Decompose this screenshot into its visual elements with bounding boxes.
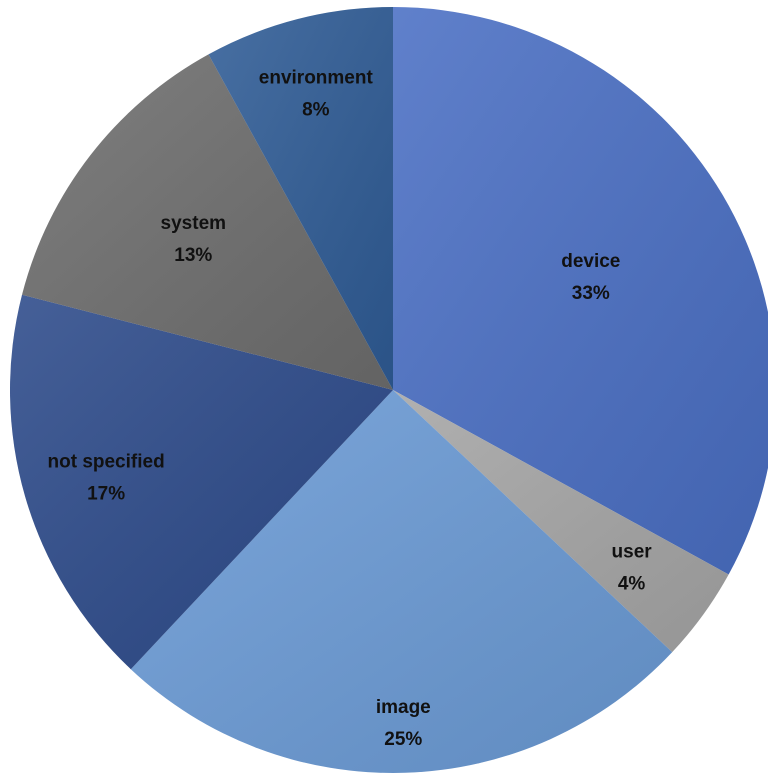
slice-percent-label: 4% (618, 573, 646, 594)
slice-category-label: user (612, 541, 653, 562)
pie-slice-shading (130, 390, 673, 773)
slice-category-label: not specified (48, 451, 165, 472)
pie-slice-shading (393, 390, 729, 653)
slice-category-label: system (161, 213, 227, 234)
slice-category-label: image (376, 697, 431, 718)
pie-slice-shading (9, 294, 394, 670)
slice-percent-label: 25% (384, 729, 422, 750)
slice-percent-label: 17% (87, 483, 125, 504)
pie-slice-shading (393, 7, 768, 575)
pie-slice-shading (208, 6, 393, 390)
slice-percent-label: 8% (302, 100, 330, 121)
slice-percent-label: 33% (572, 283, 610, 304)
pie-slice-shading (22, 54, 394, 391)
slice-percent-label: 13% (174, 245, 212, 266)
slice-category-label: environment (259, 68, 374, 89)
slice-category-label: device (561, 251, 620, 272)
